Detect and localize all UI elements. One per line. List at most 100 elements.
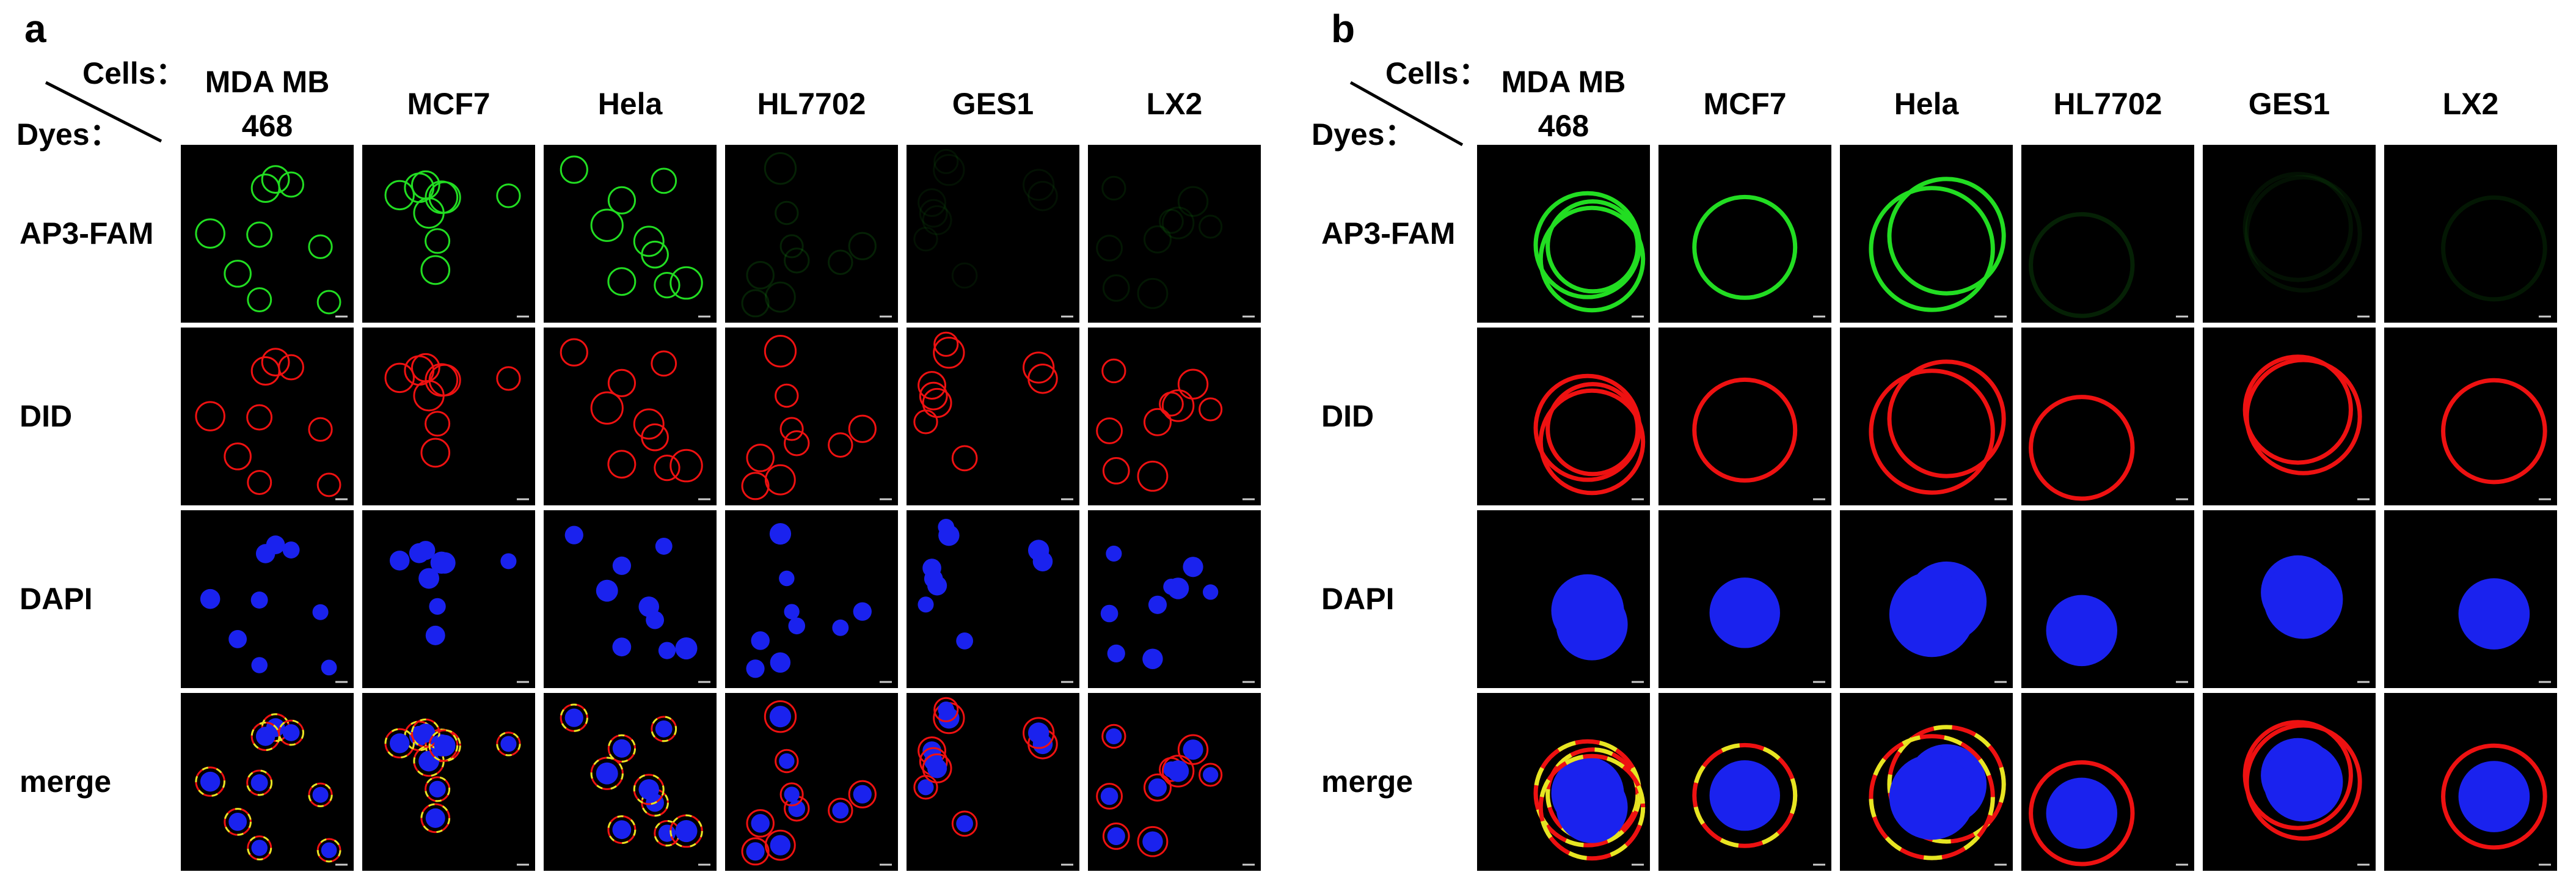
yellow-overlap: [1869, 734, 1995, 860]
blue-nucleus: [416, 541, 436, 560]
yellow-overlap: [410, 718, 440, 748]
red-membrane: [1177, 734, 1209, 765]
red-membrane: [933, 331, 959, 357]
red-membrane: [1143, 408, 1172, 436]
yellow-overlap: [560, 703, 588, 732]
red-membrane: [2244, 357, 2362, 475]
yellow-overlap: [420, 803, 451, 834]
cells-label: Cells：: [1385, 56, 1489, 90]
green-membrane: [1023, 169, 1055, 201]
blue-nucleus: [1183, 739, 1203, 760]
yellow-overlap: [1538, 753, 1646, 861]
micrograph: [2203, 145, 2376, 323]
green-membrane: [1692, 194, 1798, 300]
blue-nucleus: [282, 541, 300, 559]
green-membrane: [2029, 212, 2135, 318]
yellow-overlap: [247, 835, 272, 860]
diagonal-divider: [45, 81, 162, 143]
blue-nucleus: [918, 596, 934, 613]
row-label: merge: [1321, 764, 1414, 799]
column-header: Hela: [1894, 86, 1959, 121]
blue-nucleus: [770, 652, 791, 673]
red-membrane: [1023, 351, 1055, 384]
blue-nucleus: [389, 733, 410, 753]
micrograph: [1477, 145, 1650, 323]
blue-nucleus: [2458, 761, 2530, 832]
green-membrane: [384, 180, 415, 211]
blue-nucleus: [250, 774, 268, 791]
red-membrane: [420, 438, 451, 468]
green-membrane: [633, 225, 665, 257]
green-membrane: [2242, 172, 2353, 282]
green-membrane: [933, 148, 959, 174]
green-membrane: [316, 290, 341, 315]
yellow-overlap: [195, 766, 225, 797]
red-membrane: [1102, 823, 1130, 850]
green-membrane: [195, 218, 225, 249]
green-membrane: [1143, 225, 1172, 254]
green-membrane: [1027, 181, 1058, 211]
blue-nucleus: [612, 556, 632, 575]
red-membrane: [2242, 720, 2353, 830]
red-membrane: [590, 391, 624, 425]
yellow-overlap: [607, 815, 637, 845]
row-label: AP3-FAM: [1321, 216, 1456, 251]
micrograph: [544, 328, 717, 505]
micrograph: [907, 510, 1079, 688]
green-membrane: [1096, 235, 1123, 262]
blue-nucleus: [1027, 540, 1049, 561]
green-membrane: [1101, 175, 1126, 201]
yellow-overlap: [1887, 725, 2006, 844]
micrograph: [362, 328, 535, 505]
blue-nucleus: [500, 553, 517, 570]
red-membrane: [741, 837, 770, 866]
blue-nucleus: [675, 820, 698, 843]
yellow-overlap: [384, 728, 415, 759]
blue-nucleus: [1107, 827, 1125, 845]
blue-nucleus: [1709, 577, 1780, 648]
blue-nucleus: [1556, 588, 1628, 661]
blue-nucleus: [2046, 777, 2118, 849]
green-membrane: [1102, 274, 1130, 302]
blue-nucleus: [779, 753, 795, 769]
blue-nucleus: [788, 617, 806, 635]
green-membrane: [1159, 208, 1184, 234]
red-membrane: [607, 368, 637, 397]
yellow-overlap: [425, 728, 459, 763]
green-membrane: [918, 188, 947, 218]
yellow-overlap: [651, 716, 677, 742]
blue-nucleus: [200, 588, 221, 609]
green-membrane: [651, 167, 677, 194]
micrograph: [181, 145, 354, 323]
blue-nucleus: [612, 820, 632, 840]
red-membrane: [775, 749, 799, 774]
red-membrane: [951, 445, 978, 472]
panel-label: a: [24, 7, 46, 51]
blue-nucleus: [1106, 728, 1122, 745]
green-membrane: [308, 234, 333, 259]
green-membrane: [247, 287, 272, 312]
red-membrane: [633, 408, 665, 440]
red-membrane: [848, 414, 877, 443]
green-membrane: [764, 152, 797, 185]
green-membrane: [246, 221, 273, 248]
green-membrane: [828, 249, 853, 276]
green-membrane: [2441, 195, 2547, 302]
red-membrane: [784, 430, 810, 456]
red-membrane: [384, 362, 415, 394]
red-membrane: [746, 444, 775, 472]
green-membrane: [560, 155, 588, 184]
blue-nucleus: [1148, 778, 1167, 797]
column-header: LX2: [1146, 86, 1203, 121]
blue-nucleus: [779, 570, 795, 587]
red-membrane: [1101, 724, 1126, 749]
blue-nucleus: [1142, 831, 1163, 852]
dyes-label: Dyes：: [1312, 117, 1415, 152]
red-membrane: [1161, 755, 1195, 788]
column-header: HL7702: [757, 86, 866, 121]
green-membrane: [1161, 207, 1195, 240]
blue-nucleus: [312, 786, 329, 803]
yellow-overlap: [607, 734, 637, 763]
red-membrane: [651, 350, 677, 377]
red-membrane: [922, 387, 952, 418]
